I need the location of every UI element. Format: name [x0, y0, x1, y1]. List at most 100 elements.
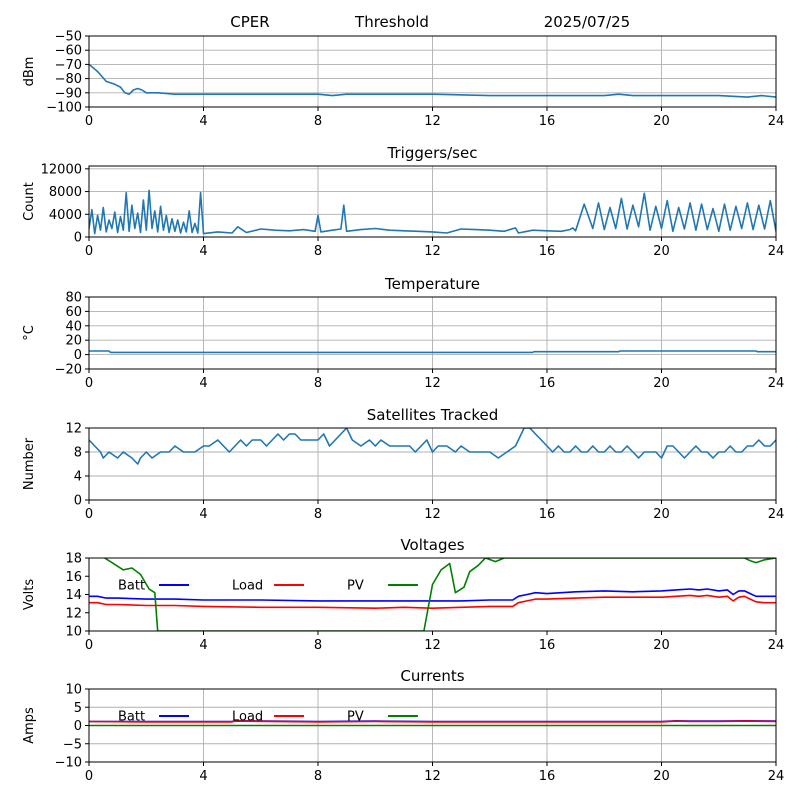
- y-tick-label: −20: [55, 363, 82, 378]
- x-tick-label: 4: [199, 114, 207, 129]
- x-tick-label: 24: [768, 769, 785, 784]
- legend-label-batt: Batt: [118, 579, 145, 594]
- legend-label-pv: PV: [347, 579, 364, 594]
- series-line: [89, 428, 776, 465]
- legend-label-pv: PV: [347, 710, 364, 725]
- y-tick-label: −90: [55, 86, 82, 101]
- y-tick-label: 8: [74, 446, 82, 461]
- x-tick-label: 0: [85, 507, 93, 522]
- header-date: 2025/07/25: [544, 13, 630, 31]
- x-tick-label: 20: [653, 376, 670, 391]
- axes-frame: [88, 557, 777, 632]
- header-mode: Threshold: [354, 13, 429, 31]
- x-tick-label: 8: [314, 244, 322, 259]
- y-tick-label: 10: [65, 625, 82, 640]
- chart-title: Voltages: [400, 536, 464, 554]
- x-tick-label: 8: [314, 114, 322, 129]
- y-tick-label: 18: [65, 552, 82, 567]
- x-tick-label: 20: [653, 114, 670, 129]
- x-tick-label: 8: [314, 507, 322, 522]
- x-tick-label: 12: [424, 114, 441, 129]
- y-tick-label: 4000: [49, 208, 82, 223]
- chart-panel-1: 0 4 8 12 16 20 24 −100−90−80−70−60−50 dBm: [22, 30, 784, 130]
- y-tick-label: −80: [55, 72, 82, 87]
- x-tick-label: 12: [424, 507, 441, 522]
- chart-title: Temperature: [384, 275, 480, 293]
- chart-panel-4: 0 4 8 12 16 20 24 0 4 8 12 Satellites Tracked Number: [22, 406, 784, 522]
- y-tick-label: 8000: [49, 185, 82, 200]
- y-tick-label: 20: [65, 334, 82, 349]
- x-tick-label: 16: [539, 114, 556, 129]
- x-tick-label: 24: [768, 507, 785, 522]
- y-axis-label: Count: [22, 182, 37, 221]
- y-tick-label: −60: [55, 44, 82, 59]
- y-axis-label: °C: [22, 325, 37, 341]
- y-tick-label: −70: [55, 58, 82, 73]
- x-tick-label: 12: [424, 244, 441, 259]
- x-tick-label: 4: [199, 769, 207, 784]
- chart-panel-2: 0 4 8 12 16 20 24 0 4000 8000 12000 Triggers/sec Cou…: [22, 144, 784, 259]
- x-tick-label: 24: [768, 638, 785, 653]
- legend-label-load: Load: [232, 579, 263, 594]
- x-tick-label: 24: [768, 114, 785, 129]
- y-tick-label: 0: [74, 231, 82, 246]
- x-tick-label: 20: [653, 638, 670, 653]
- series-load-line: [89, 594, 776, 610]
- x-tick-label: 20: [653, 244, 670, 259]
- x-tick-label: 16: [539, 638, 556, 653]
- chart-title: Triggers/sec: [387, 144, 478, 162]
- x-tick-label: 16: [539, 507, 556, 522]
- y-tick-label: 60: [65, 305, 82, 320]
- y-tick-label: 5: [74, 701, 82, 716]
- chart-panel-5: 0 4 8 12 16 20 24 10 12 14 16 18 Voltages Volts Batt Lo…: [22, 536, 784, 653]
- x-tick-label: 8: [314, 376, 322, 391]
- x-tick-label: 16: [539, 376, 556, 391]
- y-tick-label: 0: [74, 494, 82, 509]
- series-line: [89, 350, 776, 354]
- y-tick-label: −5: [63, 737, 82, 752]
- y-axis-label: Number: [22, 437, 37, 490]
- chart-title: Satellites Tracked: [367, 406, 498, 424]
- y-tick-label: 0: [74, 719, 82, 734]
- x-tick-label: 16: [539, 769, 556, 784]
- y-tick-label: −100: [46, 101, 82, 116]
- y-tick-label: 14: [65, 588, 82, 603]
- chart-panel-6: 0 4 8 12 16 20 24 −10 −5 0 5 10 Currents Amps Batt Load…: [22, 667, 784, 784]
- x-tick-label: 0: [85, 376, 93, 391]
- x-tick-label: 4: [199, 244, 207, 259]
- x-tick-label: 16: [539, 244, 556, 259]
- x-tick-label: 20: [653, 507, 670, 522]
- x-tick-label: 12: [424, 376, 441, 391]
- x-tick-label: 0: [85, 244, 93, 259]
- x-tick-label: 20: [653, 769, 670, 784]
- y-tick-label: 12: [65, 422, 82, 437]
- y-axis-label: dBm: [22, 57, 37, 87]
- x-tick-label: 0: [85, 638, 93, 653]
- x-tick-label: 8: [314, 638, 322, 653]
- x-tick-label: 8: [314, 769, 322, 784]
- legend-label-load: Load: [232, 710, 263, 725]
- y-axis-label: Volts: [22, 579, 37, 611]
- series-load-line: [89, 720, 776, 723]
- y-tick-label: 40: [65, 319, 82, 334]
- series-pv-line: [104, 558, 776, 631]
- series-line: [89, 189, 776, 235]
- y-tick-label: −50: [55, 30, 82, 45]
- y-tick-label: 12000: [41, 162, 82, 177]
- y-tick-label: 0: [74, 348, 82, 363]
- chart-title: Currents: [400, 667, 464, 685]
- y-tick-label: 10: [65, 683, 82, 698]
- x-tick-label: 4: [199, 376, 207, 391]
- legend-label-batt: Batt: [118, 710, 145, 725]
- y-tick-label: 12: [65, 606, 82, 621]
- series-line: [89, 63, 776, 98]
- y-tick-label: 4: [74, 470, 82, 485]
- x-tick-label: 12: [424, 638, 441, 653]
- x-tick-label: 0: [85, 769, 93, 784]
- x-tick-label: 24: [768, 376, 785, 391]
- x-tick-label: 4: [199, 638, 207, 653]
- x-tick-label: 0: [85, 114, 93, 129]
- y-axis-label: Amps: [22, 707, 37, 744]
